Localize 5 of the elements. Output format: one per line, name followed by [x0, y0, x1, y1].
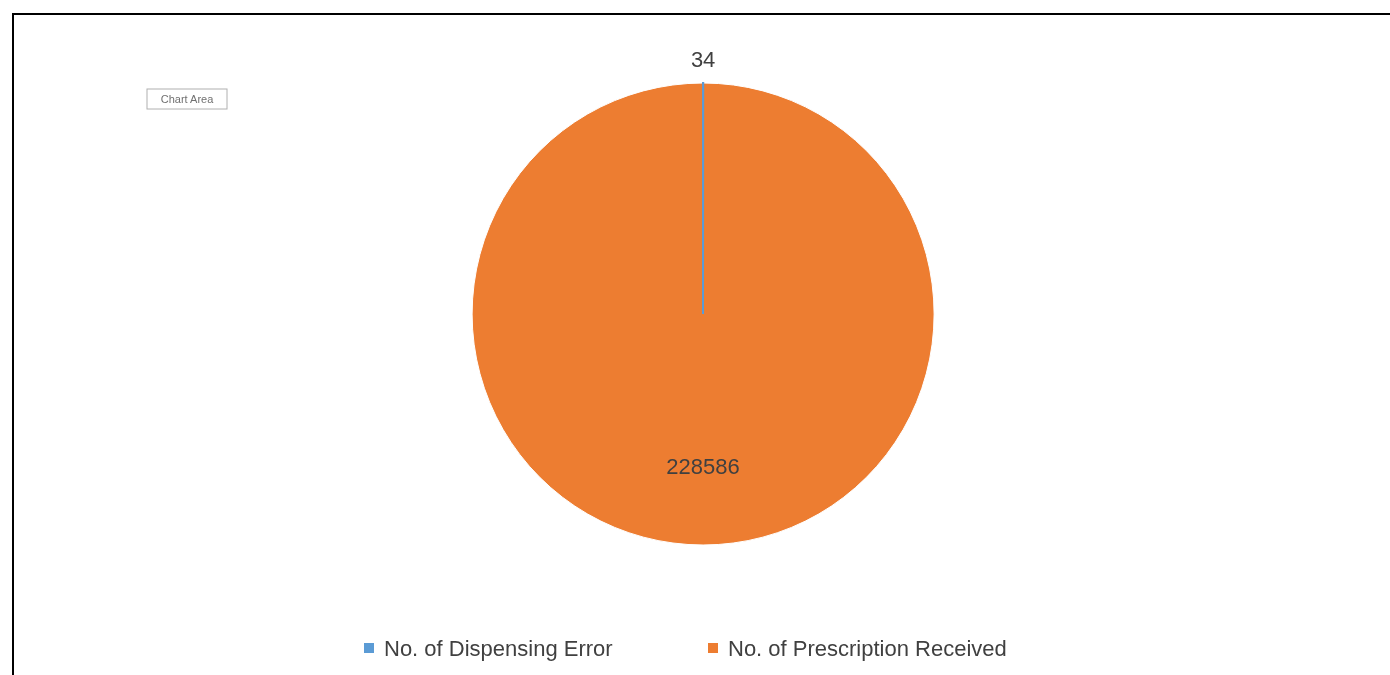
legend-label: No. of Prescription Received — [728, 635, 1007, 661]
data-label: 228586 — [666, 453, 740, 479]
data-label: 34 — [690, 46, 716, 72]
text: Chart Area — [160, 93, 215, 105]
legend-label: No. of Dispensing Error — [384, 635, 613, 661]
